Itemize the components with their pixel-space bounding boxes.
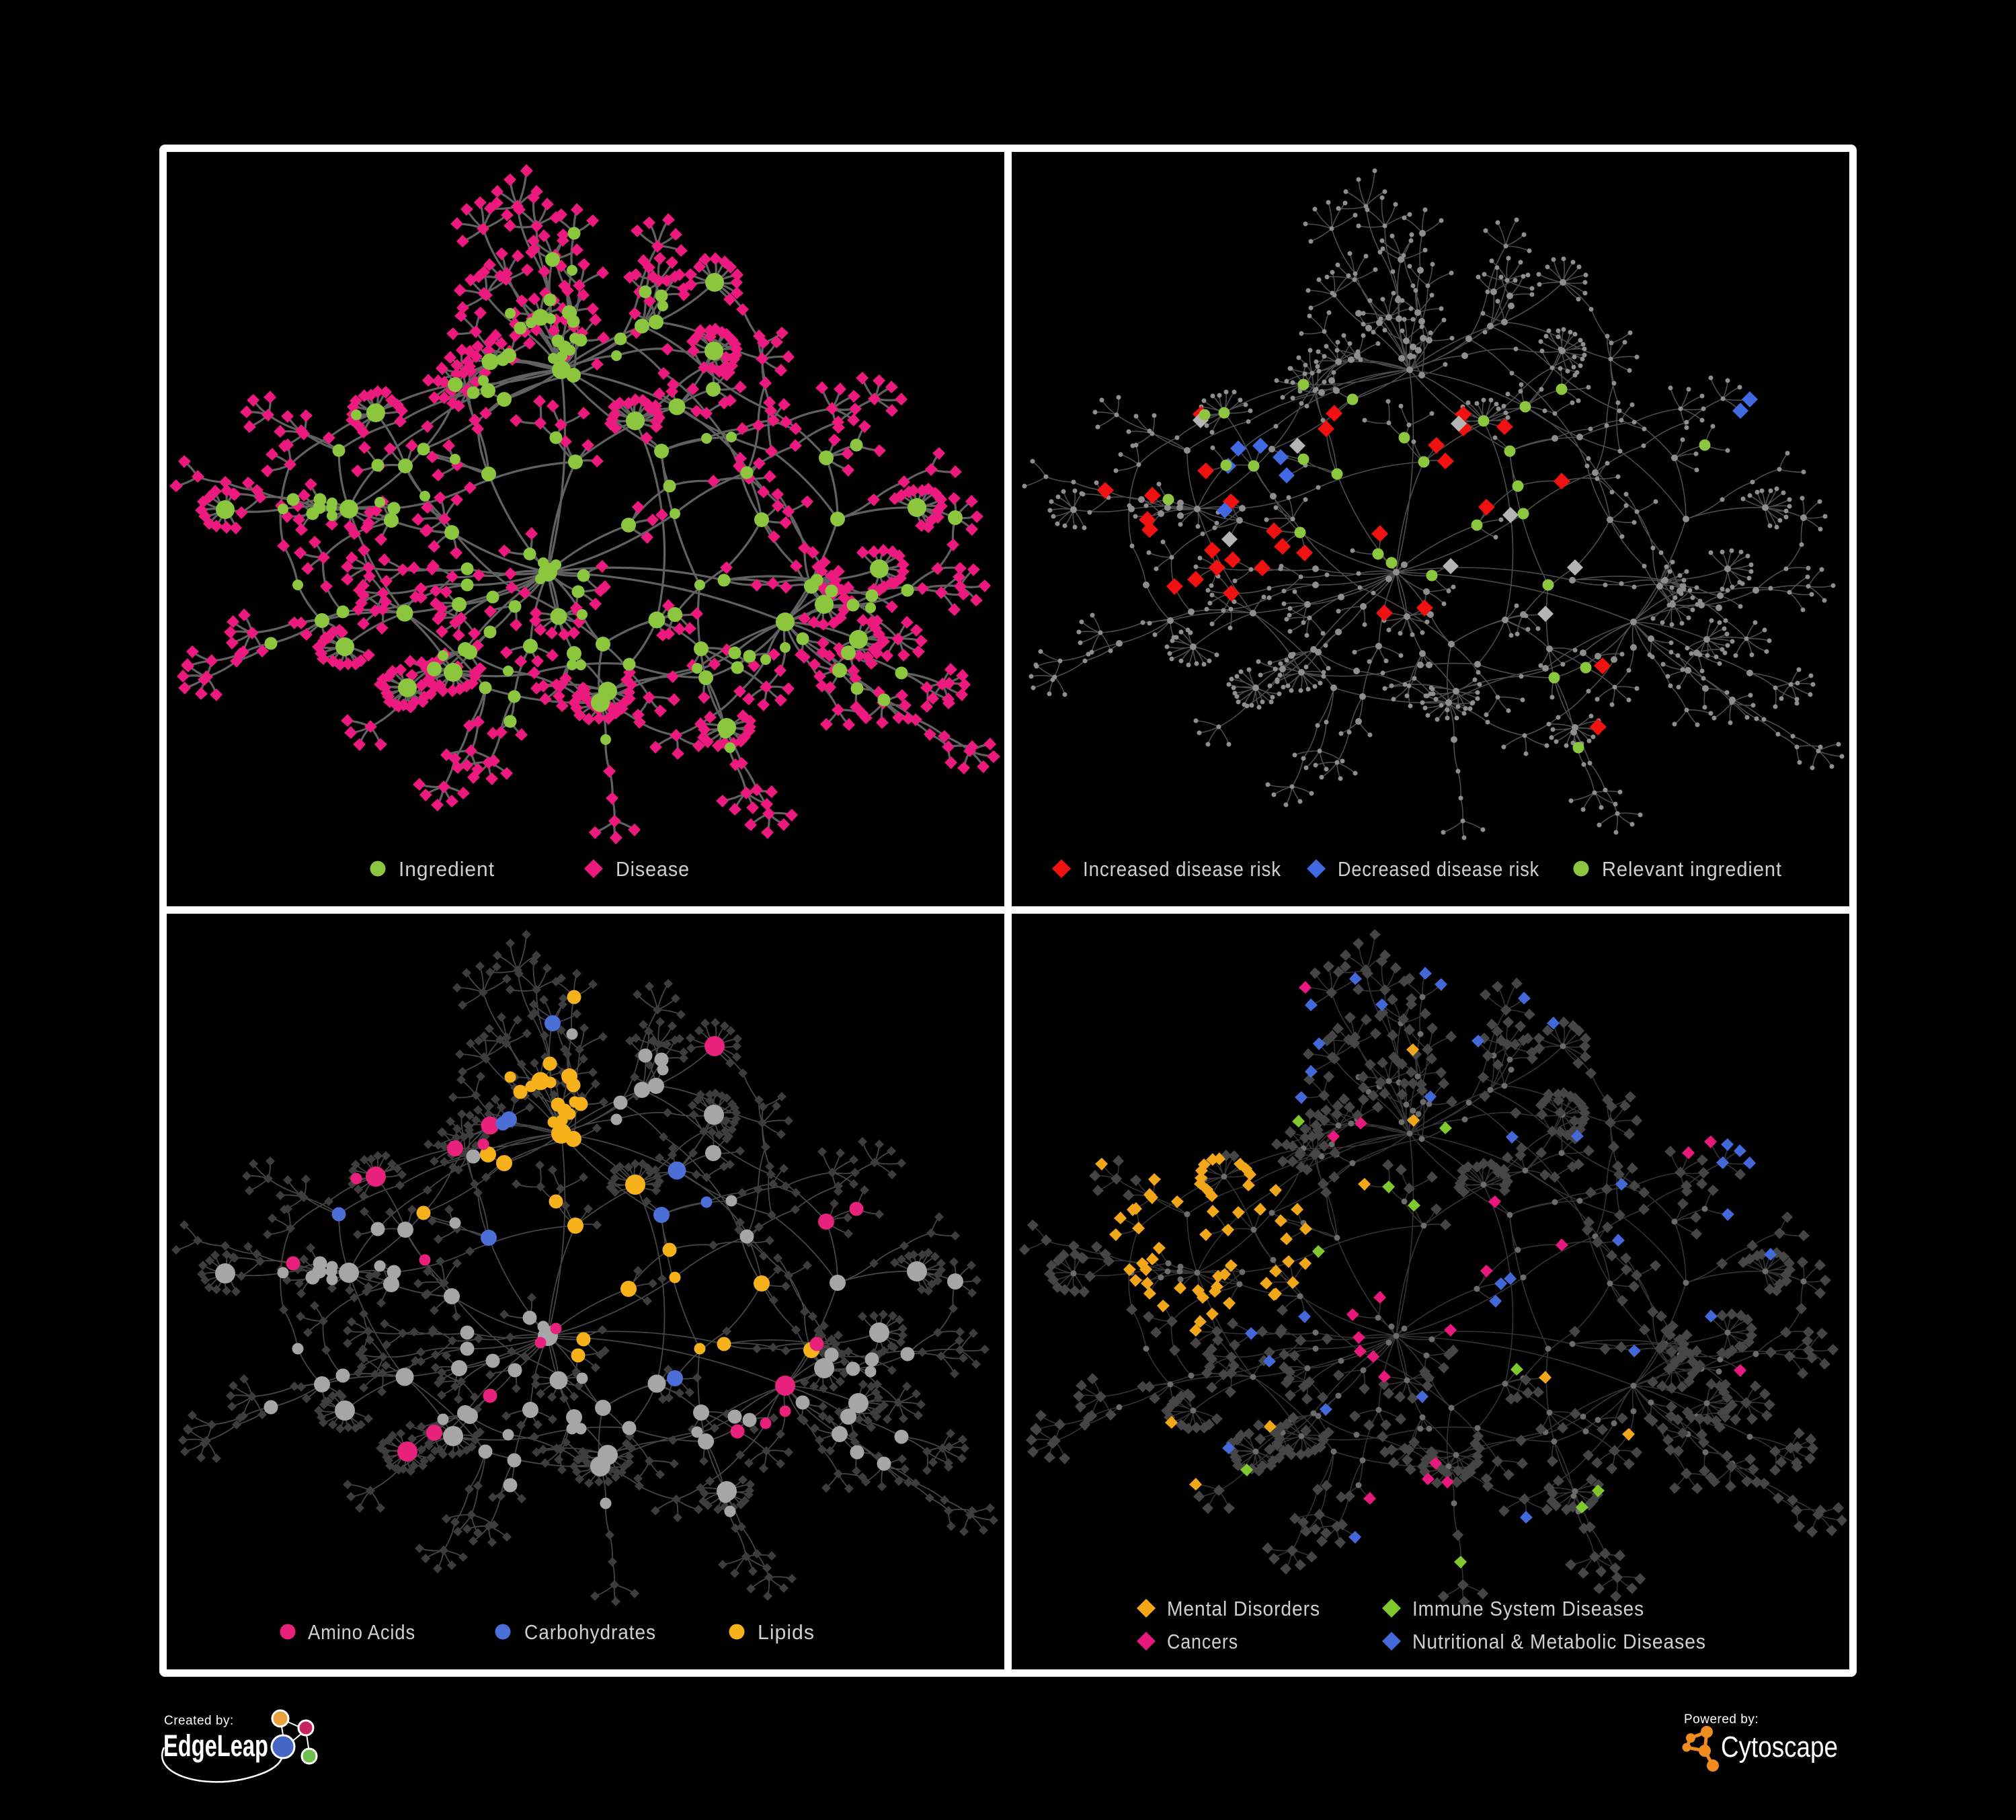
svg-text:Amino Acids: Amino Acids [308,1620,415,1644]
svg-text:Created by:: Created by: [164,1714,234,1728]
svg-text:Relevant ingredient: Relevant ingredient [1602,857,1782,881]
svg-text:Mental Disorders: Mental Disorders [1167,1597,1320,1620]
svg-text:Increased disease risk: Increased disease risk [1083,857,1281,881]
svg-text:EdgeLeap: EdgeLeap [163,1729,268,1763]
svg-text:Lipids: Lipids [758,1620,815,1644]
svg-text:Cancers: Cancers [1167,1630,1238,1653]
svg-text:Carbohydrates: Carbohydrates [524,1620,656,1644]
svg-text:Cytoscape: Cytoscape [1721,1731,1838,1764]
svg-text:Immune System Diseases: Immune System Diseases [1412,1597,1644,1620]
svg-text:Powered by:: Powered by: [1684,1712,1759,1727]
svg-text:Disease: Disease [616,857,690,881]
svg-text:Nutritional & Metabolic Diseas: Nutritional & Metabolic Diseases [1412,1630,1706,1653]
svg-text:Ingredient: Ingredient [399,857,495,881]
svg-text:Decreased disease risk: Decreased disease risk [1338,857,1539,881]
